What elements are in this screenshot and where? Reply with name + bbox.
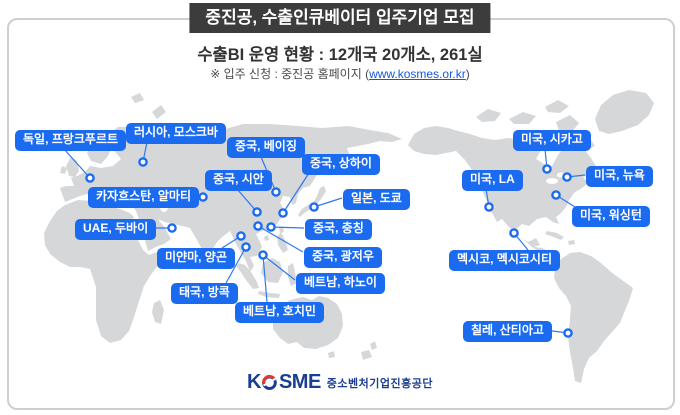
marker-newyork <box>562 172 572 182</box>
island-arctic-3 <box>545 100 569 113</box>
marker-moscow <box>138 157 148 167</box>
marker-xian <box>252 207 262 217</box>
island-madagascar <box>152 300 164 324</box>
kosme-logo: K SME <box>247 372 321 392</box>
label-vn-hochiminh: 베트남, 호치민 <box>235 302 324 323</box>
island-java <box>258 291 280 298</box>
island-uk <box>66 157 79 177</box>
island-tasmania <box>328 351 335 358</box>
island-greenland <box>595 90 654 134</box>
location-markers <box>85 157 573 338</box>
label-mm-yangon: 미얀마, 양곤 <box>157 248 235 269</box>
note-suffix: ) <box>465 67 470 81</box>
island-sumatra <box>236 263 259 289</box>
island-svalbard <box>131 93 144 103</box>
label-kz-almaty: 카자흐스탄, 알마티 <box>88 187 199 208</box>
label-de-frankfurt: 독일, 프랑크푸르트 <box>15 130 126 151</box>
landmass-north-america <box>408 126 597 262</box>
label-jp-tokyo: 일본, 도쿄 <box>343 189 410 210</box>
label-us-la: 미국, LA <box>462 170 523 191</box>
logo-letter-k: K <box>247 371 261 393</box>
island-nz-north <box>370 341 377 350</box>
kosme-globe-icon <box>262 374 278 390</box>
kosmes-link[interactable]: www.kosmes.or.kr <box>369 67 466 81</box>
label-cn-xian: 중국, 시안 <box>205 170 272 191</box>
marker-dubai <box>167 223 177 233</box>
marker-tokyo <box>309 202 319 212</box>
connector-lines <box>63 141 586 334</box>
application-note: ※ 입주 신청 : 중진공 홈페이지 (www.kosmes.or.kr) <box>0 65 680 82</box>
island-borneo <box>261 258 283 283</box>
marker-chongqing <box>266 222 276 232</box>
label-cn-chongqing: 중국, 충칭 <box>305 219 372 240</box>
marker-shanghai <box>278 208 288 218</box>
island-baffin <box>556 115 579 133</box>
label-th-bangkok: 태국, 방콕 <box>171 283 238 304</box>
label-cl-santiago: 칠레, 산티아고 <box>463 321 552 342</box>
note-prefix: ※ 입주 신청 : 중진공 홈페이지 ( <box>210 67 370 81</box>
island-hainan <box>264 235 269 241</box>
island-philippines <box>277 232 288 253</box>
island-cuba <box>545 231 564 240</box>
island-japan <box>298 186 326 217</box>
marker-frankfurt <box>85 173 95 183</box>
marker-yangon <box>236 231 246 241</box>
label-cn-guangzhou: 중국, 광저우 <box>304 247 382 268</box>
marker-chicago <box>542 164 552 174</box>
label-mx-mexicocity: 멕시코, 멕시코시티 <box>449 250 560 271</box>
label-us-washington: 미국, 워싱턴 <box>572 206 650 227</box>
subtitle: 수출BI 운영 현황 : 12개국 20개소, 261실 <box>197 46 483 64</box>
label-cn-beijing: 중국, 베이징 <box>227 137 305 158</box>
label-ae-dubai: UAE, 두바이 <box>75 219 157 240</box>
page-title: 중진공, 수출인큐베이터 입주기업 모집 <box>189 3 491 33</box>
label-ru-moscow: 러시아, 모스크바 <box>126 123 226 144</box>
island-novaya-zemlya <box>152 105 166 119</box>
footer: K SME 중소벤처기업진흥공단 <box>0 372 680 392</box>
island-arctic-1 <box>476 109 501 122</box>
island-nz-south <box>361 350 372 360</box>
marker-washington <box>551 190 561 200</box>
label-vn-hanoi: 베트남, 하노이 <box>296 273 385 294</box>
marker-mexicocity <box>509 228 519 238</box>
island-hispaniola <box>568 240 575 245</box>
marker-la <box>484 202 494 212</box>
marker-vietnam <box>258 250 268 260</box>
marker-bangkok <box>241 242 251 252</box>
marker-beijing <box>271 187 281 197</box>
marker-santiago <box>563 328 573 338</box>
org-name: 중소벤처기업진흥공단 <box>326 378 433 390</box>
label-cn-shanghai: 중국, 상하이 <box>302 154 380 175</box>
landmass-south-america <box>554 252 633 383</box>
label-us-chicago: 미국, 시카고 <box>513 130 591 151</box>
marker-guangzhou <box>253 221 263 231</box>
great-lakes-1 <box>546 178 558 184</box>
label-us-newyork: 미국, 뉴욕 <box>586 166 653 187</box>
island-ireland <box>60 166 67 174</box>
logo-letters-sme: SME <box>278 371 321 393</box>
island-arctic-2 <box>509 112 536 124</box>
marker-almaty <box>198 192 208 202</box>
